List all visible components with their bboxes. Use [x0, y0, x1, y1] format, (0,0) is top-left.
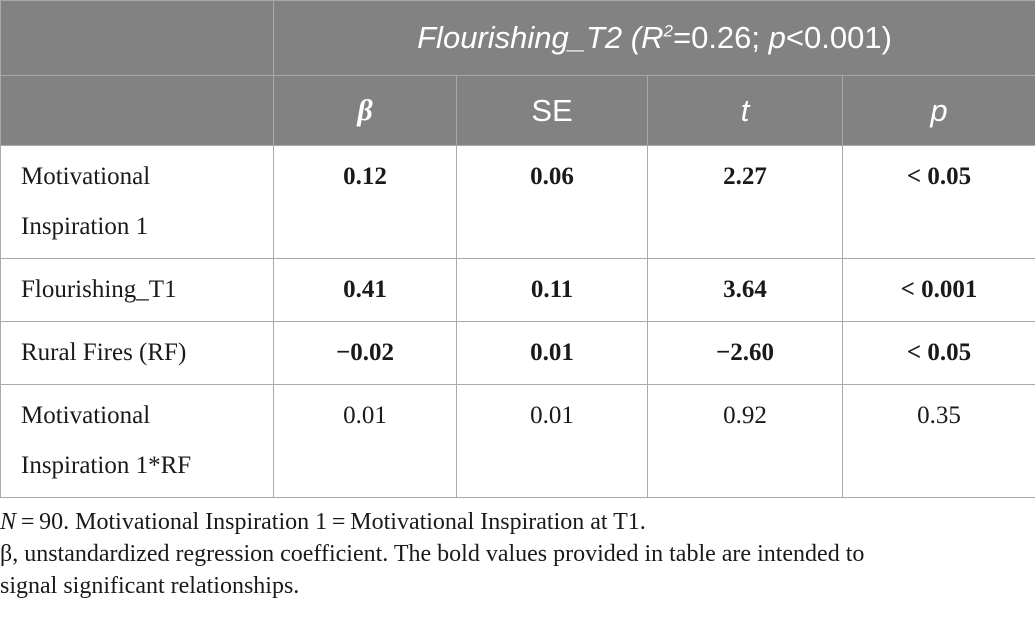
row-label-line2: Inspiration 1 — [21, 213, 149, 240]
footnote-line-1: N = 90. Motivational Inspiration 1 = Mot… — [0, 506, 1035, 538]
header-row-title: Flourishing_T2 (R2=0.26; p<0.001) — [0, 0, 1035, 76]
header-r-squared-sup: 2 — [663, 21, 673, 41]
cell-t: 0.92 — [647, 384, 843, 498]
table-row: Rural Fires (RF) −0.02 0.01 −2.60 < 0.05 — [0, 321, 1035, 385]
cell-se: 0.06 — [456, 145, 648, 259]
header-empty-cell-2 — [0, 75, 274, 146]
column-header-p: p — [841, 75, 1035, 146]
row-label: Rural Fires (RF) — [0, 321, 274, 385]
header-title-prefix: Flourishing_T2 ( — [417, 20, 642, 55]
column-header-beta: β — [273, 75, 457, 146]
cell-se: 0.01 — [456, 321, 648, 385]
cell-p: 0.35 — [841, 384, 1035, 498]
cell-p: < 0.05 — [841, 145, 1035, 259]
header-r: R — [641, 20, 664, 55]
row-label-line2: Inspiration 1*RF — [21, 452, 192, 479]
header-row-columns: β SE t p — [0, 75, 1035, 146]
cell-se: 0.11 — [456, 258, 648, 322]
footnote-n-rest: = 90. Motivational Inspiration 1 = Motiv… — [16, 509, 646, 535]
cell-t: 3.64 — [647, 258, 843, 322]
cell-beta: 0.12 — [273, 145, 457, 259]
cell-t: −2.60 — [647, 321, 843, 385]
cell-p: < 0.001 — [841, 258, 1035, 322]
header-title: Flourishing_T2 (R2=0.26; p<0.001) — [272, 0, 1035, 76]
cell-beta: −0.02 — [273, 321, 457, 385]
header-title-suffix: <0.001) — [785, 20, 892, 55]
header-title-mid: =0.26; — [672, 20, 769, 55]
cell-t: 2.27 — [647, 145, 843, 259]
footnote-n: N — [0, 509, 17, 535]
footnote-line-2: β, unstandardized regression coefficient… — [0, 541, 865, 567]
row-label: Flourishing_T1 — [0, 258, 274, 322]
table-row: Flourishing_T1 0.41 0.11 3.64 < 0.001 — [0, 258, 1035, 322]
table-row: Motivational Inspiration 1 0.12 0.06 2.27… — [0, 145, 1035, 259]
row-label-line1: Motivational — [21, 163, 151, 190]
cell-p: < 0.05 — [841, 321, 1035, 385]
header-empty-cell — [0, 0, 274, 76]
row-label: Motivational Inspiration 1 — [0, 145, 274, 259]
table-footnotes: N = 90. Motivational Inspiration 1 = Mot… — [0, 506, 1035, 602]
cell-beta: 0.01 — [273, 384, 457, 498]
header-p: p — [768, 20, 786, 55]
table-row: Motivational Inspiration 1*RF 0.01 0.01 0… — [0, 384, 1035, 498]
footnote-line-3: signal significant relationships. — [0, 573, 300, 599]
regression-table: Flourishing_T2 (R2=0.26; p<0.001) β SE t… — [0, 0, 1035, 498]
cell-beta: 0.41 — [273, 258, 457, 322]
column-header-se: SE — [456, 75, 648, 146]
row-label: Motivational Inspiration 1*RF — [0, 384, 274, 498]
row-label-line1: Motivational — [21, 402, 151, 429]
column-header-t: t — [647, 75, 843, 146]
cell-se: 0.01 — [456, 384, 648, 498]
